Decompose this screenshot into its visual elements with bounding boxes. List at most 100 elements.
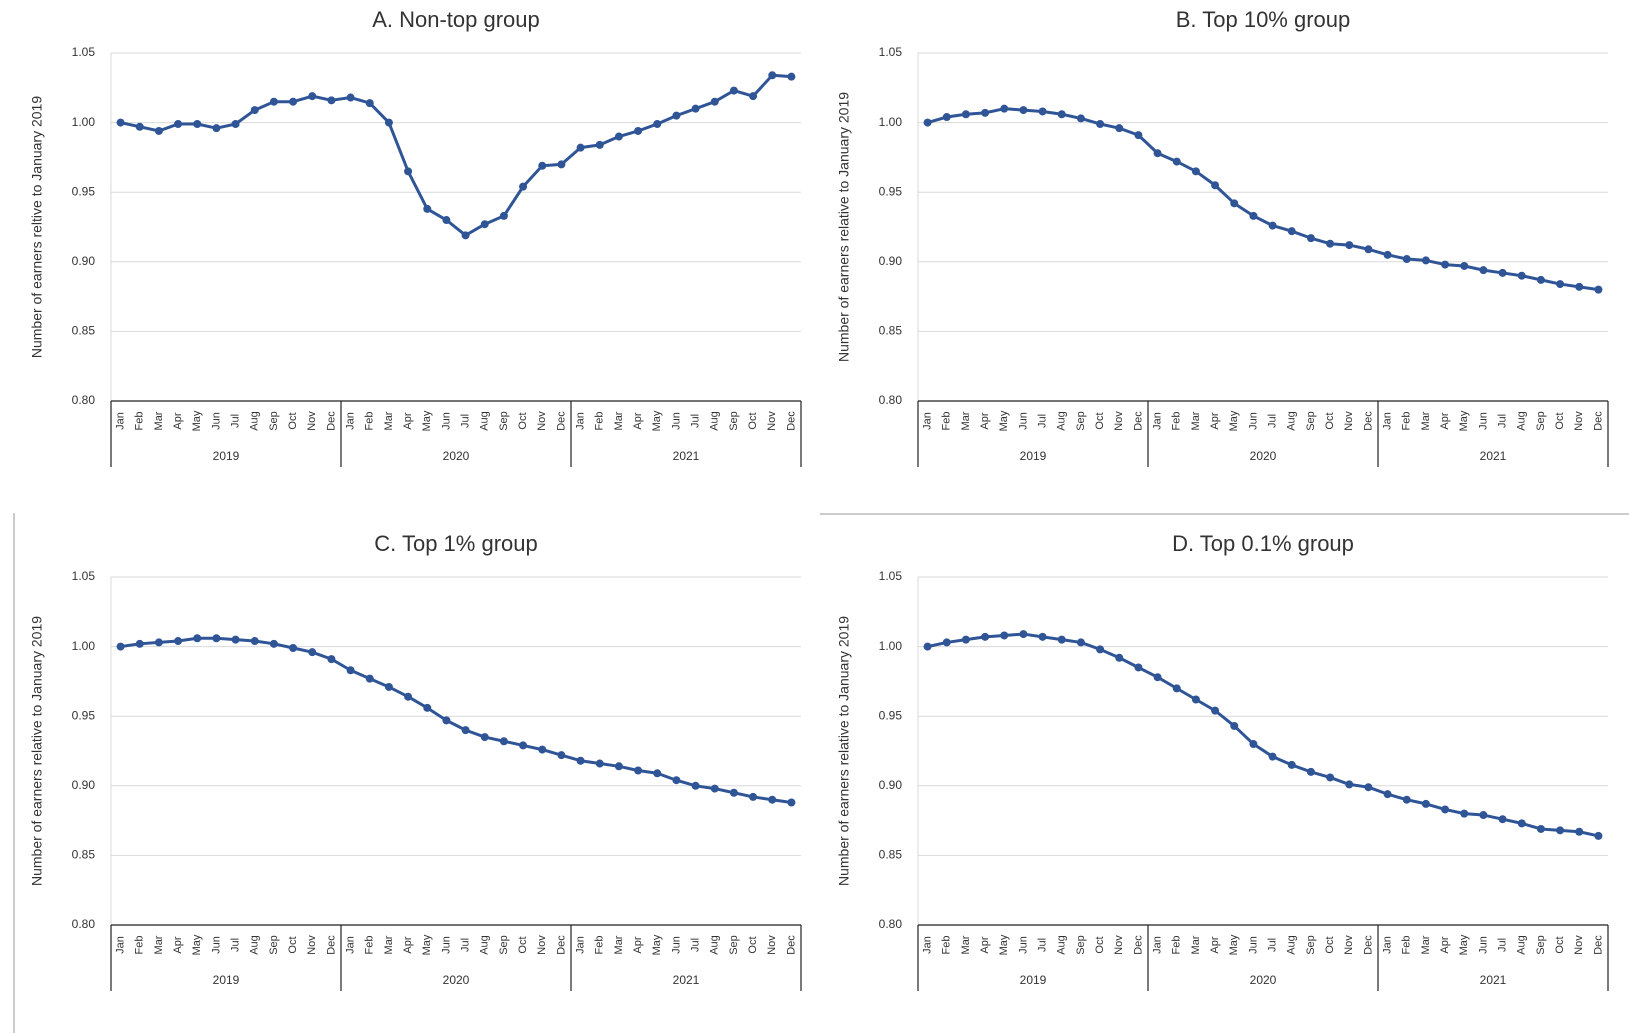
data-point [346,93,355,102]
data-point [538,745,547,754]
chart-title: C. Top 1% group [374,531,537,556]
data-point [250,637,259,646]
x-tick-label: Aug [1516,411,1528,431]
x-tick-label: Nov [1573,935,1585,955]
x-group-label: 2021 [673,449,700,463]
data-point [576,756,585,765]
data-point [981,108,990,117]
data-point [961,635,970,644]
data-point [1057,635,1066,644]
data-point [1038,107,1047,116]
data-point [1345,780,1354,789]
x-tick-label: Jul [1496,938,1508,952]
data-point [595,140,604,149]
x-tick-label: May [421,934,433,955]
x-tick-label: Jan [574,936,586,954]
x-tick-label: Mar [1420,935,1432,954]
data-point [923,642,932,651]
y-tick-label: 1.00 [879,115,903,129]
x-tick-label: Oct [1554,412,1566,429]
data-point [557,160,566,169]
data-point [1594,831,1603,840]
data-point [1345,241,1354,250]
y-tick-label: 0.95 [72,708,96,722]
x-tick-label: Apr [979,412,991,429]
x-group-label: 2019 [1020,449,1047,463]
x-tick-label: Mar [153,411,165,430]
data-point [423,204,432,213]
data-point [384,118,393,127]
data-point [576,143,585,152]
data-point [1191,695,1200,704]
data-point [1096,645,1105,654]
x-tick-label: Sep [728,935,740,955]
data-point [961,110,970,119]
y-tick-label: 1.05 [72,569,96,583]
x-tick-label: Feb [941,936,953,955]
data-point [1383,790,1392,799]
data-point [442,716,451,725]
x-tick-label: Jun [1477,412,1489,430]
x-tick-label: May [651,934,663,955]
data-point [499,211,508,220]
x-tick-label: Nov [306,935,318,955]
x-group-label: 2019 [213,973,240,987]
x-tick-label: Jan [921,412,933,430]
data-point [1019,106,1028,115]
x-tick-label: Jan [114,412,126,430]
x-tick-label: Dec [1132,411,1144,431]
x-tick-label: Nov [1113,935,1125,955]
data-point [1421,799,1430,808]
data-point [116,118,125,127]
data-point [461,726,470,735]
data-point [557,751,566,760]
x-tick-label: Nov [1573,411,1585,431]
x-tick-label: Jan [1381,936,1393,954]
x-tick-label: Sep [1305,935,1317,955]
data-point [1326,773,1335,782]
x-tick-label: Feb [1171,936,1183,955]
x-tick-label: Jul [229,938,241,952]
data-point [1460,261,1469,270]
data-point [768,71,777,80]
data-point [384,682,393,691]
x-tick-label: Sep [268,935,280,955]
data-point [1556,280,1565,289]
data-point [1268,752,1277,761]
data-point [519,741,528,750]
x-tick-label: Oct [287,936,299,953]
data-point [269,97,278,106]
chart-title: B. Top 10% group [1176,7,1351,32]
x-tick-label: Apr [979,936,991,953]
data-point [1153,673,1162,682]
y-tick-label: 1.05 [72,45,96,59]
x-tick-label: Aug [479,935,491,955]
x-tick-label: Jun [440,936,452,954]
x-tick-label: Oct [517,936,529,953]
x-tick-label: Oct [517,412,529,429]
x-tick-label: May [998,410,1010,431]
x-tick-label: Jan [1151,936,1163,954]
x-tick-label: Apr [632,412,644,429]
x-group-label: 2019 [1020,973,1047,987]
x-group-label: 2021 [673,973,700,987]
x-tick-label: Jan [921,936,933,954]
x-tick-label: Jul [689,938,701,952]
x-tick-label: Sep [1075,411,1087,431]
x-tick-label: Dec [555,935,567,955]
y-tick-label: 1.05 [879,45,903,59]
x-tick-label: Apr [1439,412,1451,429]
data-point [1536,824,1545,833]
data-point [1402,795,1411,804]
data-point [461,231,470,240]
data-point [1172,684,1181,693]
x-tick-label: May [191,410,203,431]
data-point [308,92,317,101]
x-tick-label: Mar [960,411,972,430]
y-tick-label: 1.05 [879,569,903,583]
data-point [1402,255,1411,264]
data-point [749,792,758,801]
x-tick-label: Nov [1343,935,1355,955]
